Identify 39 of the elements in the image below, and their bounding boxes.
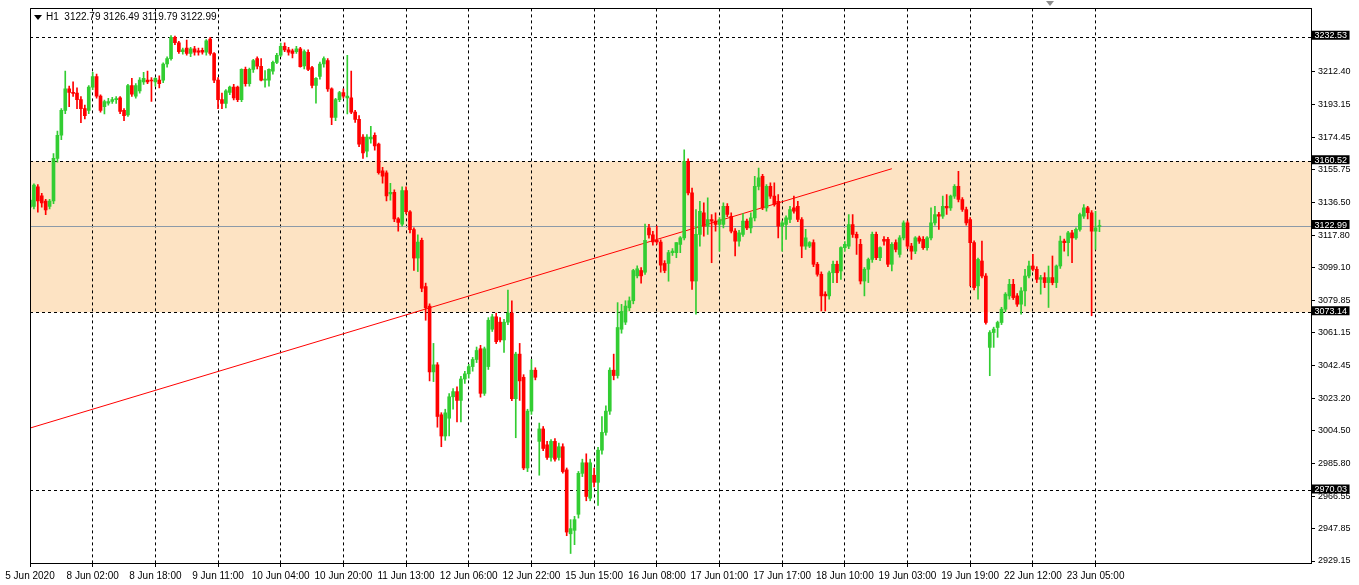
x-tick-label: 17 Jun 17:00 bbox=[753, 569, 812, 581]
x-tick-label: 11 Jun 13:00 bbox=[377, 569, 436, 581]
x-tick-label: 10 Jun 04:00 bbox=[251, 569, 311, 581]
y-tick-label: 3212.40 bbox=[1318, 66, 1351, 77]
x-tick-label: 19 Jun 19:00 bbox=[941, 569, 1000, 581]
y-tick-label: 3174.45 bbox=[1318, 131, 1351, 142]
x-tick-label: 9 Jun 11:00 bbox=[192, 569, 245, 581]
x-tick-label: 16 Jun 08:00 bbox=[627, 569, 687, 581]
ref-line-label: 3122.99 bbox=[1314, 219, 1348, 230]
chart-title: H1 3122.79 3126.49 3119.79 3122.99 bbox=[46, 11, 217, 23]
y-tick-label: 3155.75 bbox=[1318, 163, 1351, 174]
x-tick-label: 17 Jun 01:00 bbox=[690, 569, 749, 581]
x-tick-label: 22 Jun 12:00 bbox=[1003, 569, 1063, 581]
y-tick-label: 3042.45 bbox=[1318, 359, 1351, 370]
y-tick-label: 3023.20 bbox=[1318, 393, 1351, 403]
x-tick-label: 5 Jun 2020 bbox=[5, 569, 56, 581]
x-tick-label: 8 Jun 18:00 bbox=[129, 569, 182, 581]
y-tick-label: 3061.15 bbox=[1318, 327, 1351, 338]
x-tick-label: 12 Jun 22:00 bbox=[502, 569, 561, 581]
y-tick-label: 3117.80 bbox=[1318, 229, 1350, 240]
ref-line-label: 3073.14 bbox=[1314, 305, 1348, 316]
y-tick-label: 3004.50 bbox=[1318, 425, 1351, 436]
y-tick-label: 2929.15 bbox=[1318, 555, 1351, 566]
y-tick-label: 3193.15 bbox=[1318, 99, 1351, 110]
x-tick-label: 23 Jun 05:00 bbox=[1066, 569, 1125, 581]
x-tick-label: 15 Jun 15:00 bbox=[565, 569, 624, 581]
x-tick-label: 12 Jun 06:00 bbox=[439, 569, 499, 581]
y-tick-label: 3079.85 bbox=[1318, 295, 1351, 306]
y-tick-label: 2985.80 bbox=[1318, 457, 1351, 468]
x-tick-label: 10 Jun 20:00 bbox=[314, 569, 373, 581]
x-tick-label: 8 Jun 02:00 bbox=[66, 569, 120, 581]
x-tick-label: 18 Jun 10:00 bbox=[815, 569, 875, 581]
y-tick-label: 3099.10 bbox=[1318, 261, 1351, 272]
ref-line-label: 3232.53 bbox=[1314, 30, 1348, 41]
ref-line-label: 2970.03 bbox=[1314, 483, 1348, 494]
y-tick-label: 2947.85 bbox=[1318, 523, 1351, 534]
x-tick-label: 19 Jun 03:00 bbox=[878, 569, 937, 581]
y-tick-label: 3136.50 bbox=[1318, 197, 1351, 208]
ref-line-label: 3160.52 bbox=[1314, 154, 1348, 165]
